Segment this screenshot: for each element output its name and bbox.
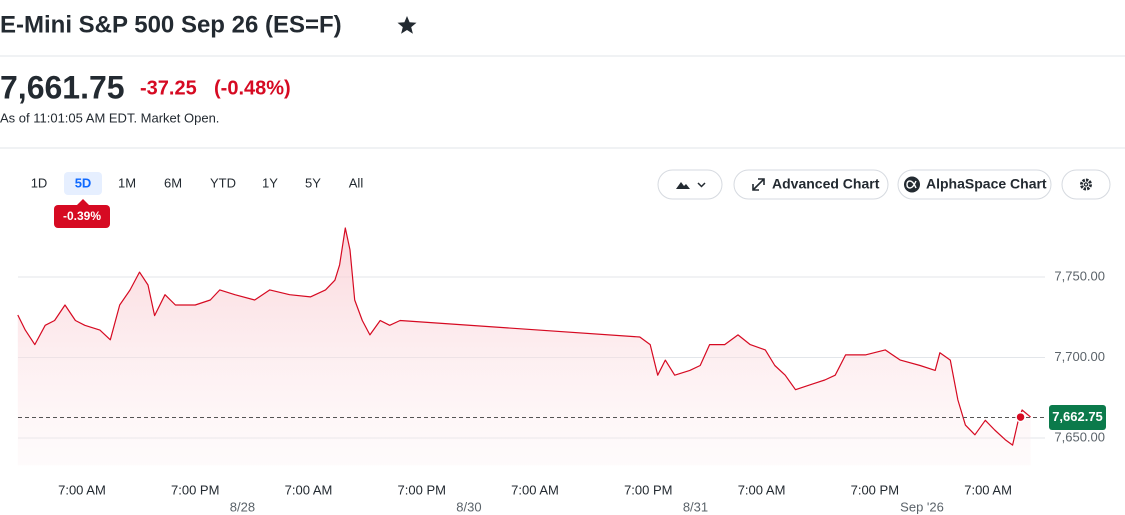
button-label[interactable]: Advanced Chart — [772, 176, 880, 192]
x-tick-label: 7:00 AM — [964, 482, 1012, 497]
range-button[interactable]: 5D — [75, 175, 92, 190]
range-change-badge — [54, 205, 110, 228]
button-frame[interactable] — [657, 169, 723, 200]
chevron-icon — [697, 182, 706, 188]
button-frame[interactable] — [897, 169, 1052, 200]
current-price-badge — [1049, 404, 1106, 430]
date-tick-label: Sep '26 — [900, 499, 944, 514]
range-selected-bg — [64, 172, 102, 195]
date-tick-label: 8/30 — [456, 499, 481, 514]
as-of-time: As of 11:01:05 AM EDT. Market Open. — [0, 110, 219, 125]
area-fill — [17, 228, 1031, 466]
mountain-icon — [676, 182, 690, 189]
x-tick-label: 7:00 PM — [171, 482, 219, 497]
price-line — [17, 227, 1031, 446]
price: 7,661.75 — [0, 69, 125, 105]
x-tick-label: 7:00 AM — [58, 482, 106, 497]
alpha-glyph — [906, 180, 917, 189]
chart-type-button[interactable] — [657, 169, 723, 200]
x-tick-label: 7:00 PM — [398, 482, 446, 497]
alphaspace-button[interactable] — [897, 169, 1052, 200]
range-button[interactable]: 5Y — [305, 175, 321, 190]
range-button[interactable]: YTD — [210, 175, 236, 190]
y-tick-label: 7,700.00 — [1054, 349, 1105, 364]
settings-button[interactable] — [1061, 169, 1111, 200]
button-frame[interactable] — [733, 169, 889, 200]
date-tick-label: 8/31 — [683, 499, 708, 514]
current-price-label: 7,662.75 — [1052, 409, 1103, 424]
date-tick-label: 8/28 — [230, 499, 255, 514]
alpha-icon — [904, 176, 920, 193]
quote-title: E-Mini S&P 500 Sep 26 (ES=F) — [0, 11, 342, 38]
price-change: -37.25 — [140, 77, 197, 99]
button-label[interactable]: AlphaSpace Chart — [926, 176, 1047, 192]
watchlist-star[interactable] — [397, 16, 417, 34]
range-button[interactable]: 1M — [118, 175, 136, 190]
y-tick-label: 7,750.00 — [1054, 268, 1105, 283]
gear-teeth — [1080, 178, 1092, 191]
range-button[interactable]: 1D — [31, 175, 48, 190]
x-tick-label: 7:00 AM — [738, 482, 786, 497]
range-button[interactable]: 1Y — [262, 175, 278, 190]
range-change: -0.39% — [63, 209, 101, 223]
price-change-percent: (-0.48%) — [214, 77, 291, 99]
x-tick-label: 7:00 PM — [851, 482, 899, 497]
x-tick-label: 7:00 PM — [624, 482, 672, 497]
expand-icon — [752, 178, 765, 191]
button-frame[interactable] — [1061, 169, 1111, 200]
gear-hub — [1083, 182, 1089, 187]
badge-pointer — [77, 199, 89, 205]
range-button[interactable]: All — [349, 175, 364, 190]
last-point — [1015, 411, 1026, 423]
y-tick-label: 7,650.00 — [1054, 429, 1105, 444]
x-tick-label: 7:00 AM — [511, 482, 559, 497]
advanced-chart-button[interactable] — [733, 169, 889, 200]
range-button[interactable]: 6M — [164, 175, 182, 190]
x-tick-label: 7:00 AM — [285, 482, 333, 497]
